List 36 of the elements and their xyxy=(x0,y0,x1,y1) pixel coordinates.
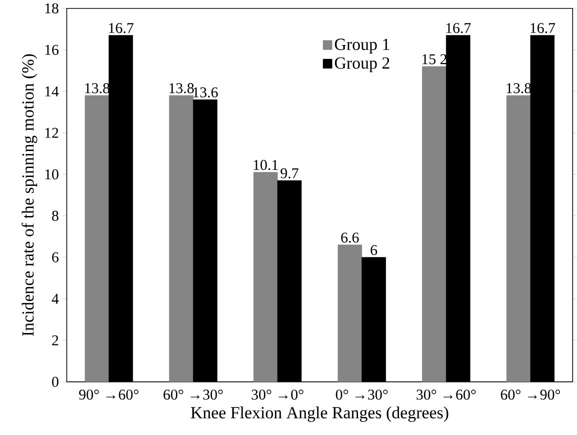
y-axis-title: Incidence rate of the spinning motion (%) xyxy=(22,54,38,336)
x-axis-title: Knee Flexion Angle Ranges (degrees) xyxy=(190,406,448,422)
data-label: 6.6 xyxy=(341,232,359,243)
y-tick-label: 18 xyxy=(45,4,58,14)
y-tick-label: 14 xyxy=(45,86,59,96)
x-tick-label: 90° →60° xyxy=(79,390,138,400)
y-tick-label: 2 xyxy=(52,336,58,346)
x-tick-label: 60° →30° xyxy=(164,390,223,400)
y-tick-label: 10 xyxy=(45,170,58,180)
data-label: 6 xyxy=(370,245,378,256)
data-label: 13.6 xyxy=(193,88,218,98)
y-tick-label: 0 xyxy=(52,376,58,388)
data-label: 13.8 xyxy=(170,83,194,94)
data-label: 16.7 xyxy=(530,23,556,34)
y-tick-label: 6 xyxy=(52,252,59,263)
data-label: 10.1 xyxy=(254,160,278,170)
bar xyxy=(530,35,555,382)
x-tick-label: 60° →90° xyxy=(500,390,560,400)
x-tick-label: 30° →60° xyxy=(416,390,476,400)
x-tick-label: 0° →30° xyxy=(336,390,388,400)
x-tick-label: 30° →0° xyxy=(252,390,304,400)
bar xyxy=(193,100,218,382)
data-label: 9.7 xyxy=(280,168,298,179)
bar xyxy=(362,257,386,382)
data-label: 16.7 xyxy=(109,23,134,34)
bar xyxy=(277,180,302,382)
y-tick-label: 8 xyxy=(52,210,58,222)
legend-label: Group 2 xyxy=(334,58,390,72)
y-tick-label: 4 xyxy=(52,294,59,304)
bar xyxy=(446,35,470,382)
bar xyxy=(108,35,133,382)
data-label: 16.7 xyxy=(446,23,471,34)
y-tick-label: 12 xyxy=(45,128,58,138)
data-label: 13.8 xyxy=(506,83,532,94)
legend-label: Group 1 xyxy=(334,38,390,54)
y-tick-label: 16 xyxy=(45,45,59,56)
